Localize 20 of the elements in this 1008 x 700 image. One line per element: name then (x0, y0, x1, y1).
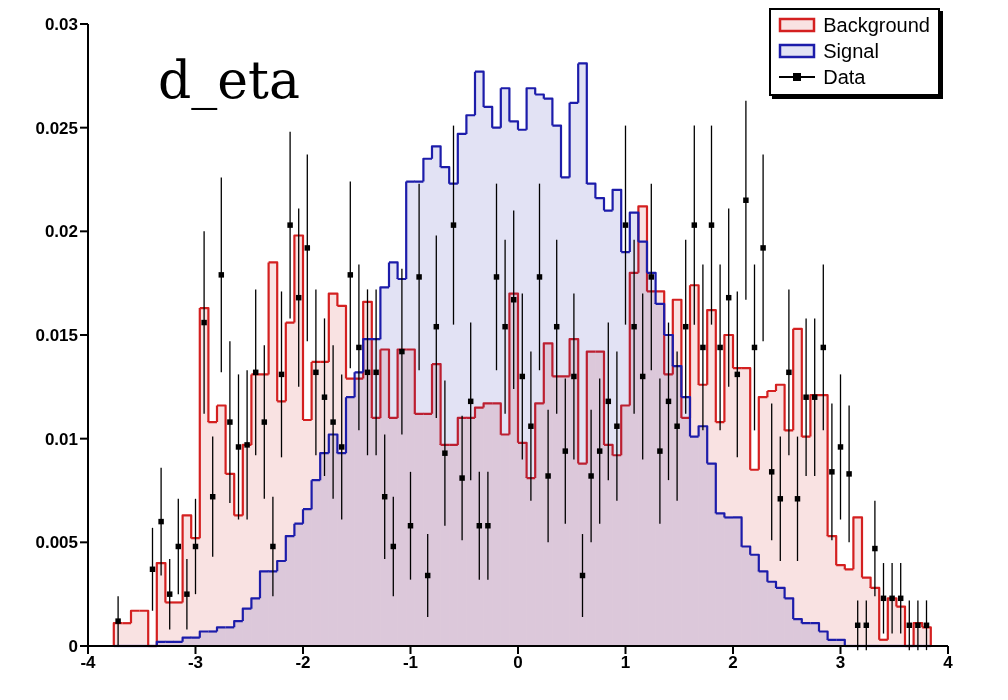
legend-label: Background (823, 13, 930, 38)
x-tick-label: -3 (187, 653, 204, 673)
x-tick-label: 2 (728, 653, 738, 673)
y-tick-label: 0 (68, 637, 78, 657)
y-tick-label: 0.005 (35, 533, 78, 553)
y-tick-label: 0.025 (35, 118, 78, 138)
y-tick-label: 0.015 (35, 326, 78, 346)
x-tick-label: 3 (835, 653, 846, 673)
text: d_eta (158, 50, 300, 110)
y-tick-label: 0.01 (44, 429, 78, 449)
y-tick-label: 0.03 (44, 15, 78, 35)
x-tick-label: 0 (513, 653, 523, 673)
x-tick-label: 1 (620, 653, 631, 673)
y-tick-label: 0.02 (44, 222, 78, 242)
x-tick-label: -1 (402, 653, 419, 673)
x-tick-label: 4 (943, 653, 954, 673)
x-tick-label: -4 (80, 653, 97, 673)
legend-label: Signal (823, 39, 879, 64)
legend-label: Data (823, 65, 866, 90)
x-tick-label: -2 (295, 653, 311, 673)
